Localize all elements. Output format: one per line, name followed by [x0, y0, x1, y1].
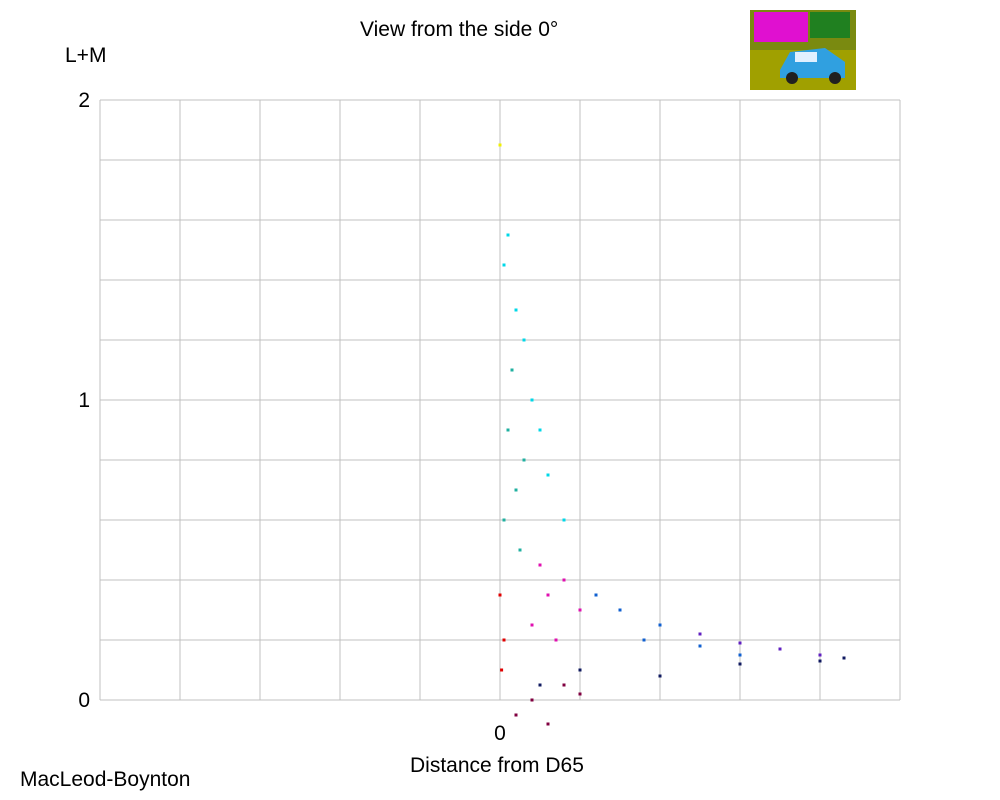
y-tick-label: 1 — [78, 389, 90, 412]
data-point — [562, 683, 566, 687]
data-point — [562, 578, 566, 582]
data-point — [546, 593, 550, 597]
data-point — [842, 656, 846, 660]
data-point — [562, 518, 566, 522]
data-point — [698, 644, 702, 648]
data-point — [578, 668, 582, 672]
data-point — [502, 638, 506, 642]
x-axis-label: Distance from D65 — [410, 754, 584, 777]
data-point — [498, 593, 502, 597]
y-axis-label: L+M — [65, 44, 107, 67]
data-point — [530, 623, 534, 627]
data-point — [506, 233, 510, 237]
corner-label: MacLeod-Boynton — [20, 768, 191, 791]
data-point — [514, 713, 518, 717]
data-point — [538, 428, 542, 432]
data-point — [578, 692, 582, 696]
data-point — [618, 608, 622, 612]
data-point — [530, 398, 534, 402]
data-point — [518, 548, 522, 552]
data-point — [658, 623, 662, 627]
data-point — [546, 473, 550, 477]
data-point — [578, 608, 582, 612]
data-point — [522, 458, 526, 462]
data-point — [514, 308, 518, 312]
chart-title: View from the side 0° — [360, 18, 559, 41]
car-photo-thumbnail-icon — [750, 10, 856, 90]
data-point — [738, 662, 742, 666]
data-point — [514, 488, 518, 492]
data-point — [500, 668, 504, 672]
data-point — [738, 653, 742, 657]
data-point — [506, 428, 510, 432]
data-point — [502, 518, 506, 522]
data-point — [538, 563, 542, 567]
data-point — [554, 638, 558, 642]
y-tick-label: 0 — [78, 689, 90, 712]
data-point — [698, 632, 702, 636]
data-point — [818, 653, 822, 657]
data-point — [498, 143, 502, 147]
data-point — [546, 722, 550, 726]
data-point — [538, 683, 542, 687]
data-point — [738, 641, 742, 645]
x-tick-label: 0 — [494, 722, 506, 745]
data-point — [594, 593, 598, 597]
data-point — [778, 647, 782, 651]
data-point — [658, 674, 662, 678]
data-point — [510, 368, 514, 372]
data-point — [818, 659, 822, 663]
y-tick-label: 2 — [78, 89, 90, 112]
data-point — [530, 698, 534, 702]
data-point — [522, 338, 526, 342]
data-point — [502, 263, 506, 267]
data-point — [642, 638, 646, 642]
